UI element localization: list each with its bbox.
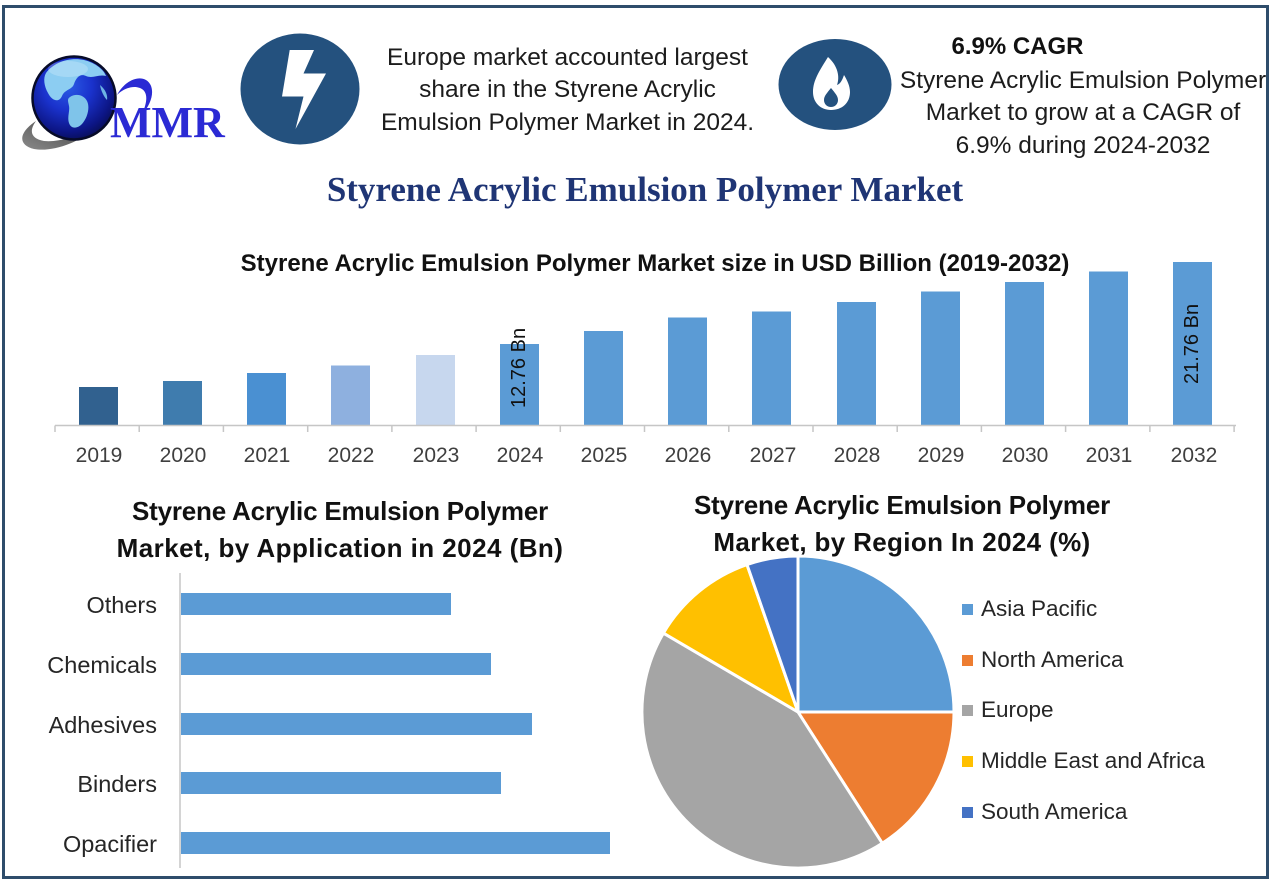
svg-text:MMR: MMR [110,98,226,147]
